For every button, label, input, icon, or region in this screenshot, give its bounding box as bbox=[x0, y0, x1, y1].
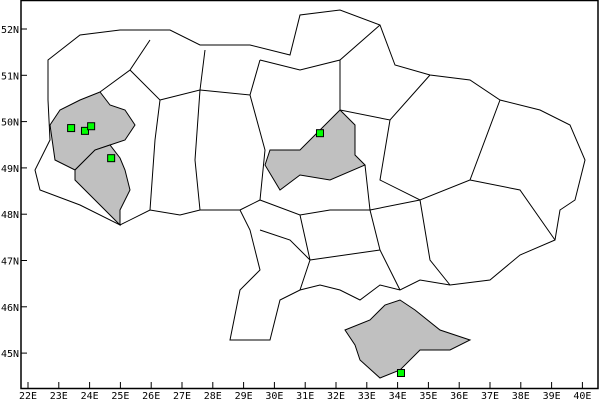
x-tick-label: 34E bbox=[389, 391, 407, 400]
y-tick-label: 52N bbox=[1, 25, 19, 36]
y-tick-label: 51N bbox=[1, 71, 19, 82]
x-tick-label: 35E bbox=[419, 391, 437, 400]
oblast-border bbox=[259, 229, 311, 261]
x-tick-label: 32E bbox=[327, 391, 345, 400]
oblast-border bbox=[419, 199, 451, 286]
x-tick-label: 22E bbox=[19, 391, 37, 400]
x-tick-label: 28E bbox=[204, 391, 222, 400]
x-tick-label: 27E bbox=[173, 391, 191, 400]
occurrence-marker[interactable] bbox=[67, 124, 76, 133]
region-poltava bbox=[264, 109, 366, 191]
oblast-border bbox=[259, 199, 370, 216]
y-tick-label: 47N bbox=[1, 257, 19, 268]
x-tick-label: 23E bbox=[50, 391, 68, 400]
oblast-border bbox=[339, 60, 431, 121]
x-tick-label: 30E bbox=[265, 391, 283, 400]
oblast-border bbox=[129, 69, 161, 211]
y-tick-label: 46N bbox=[1, 303, 19, 314]
oblast-border bbox=[239, 94, 266, 211]
occurrence-marker[interactable] bbox=[87, 122, 96, 131]
y-tick-label: 45N bbox=[1, 349, 19, 360]
x-tick-label: 38E bbox=[512, 391, 530, 400]
x-tick-label: 39E bbox=[543, 391, 561, 400]
y-tick-label: 50N bbox=[1, 118, 19, 129]
occurrence-marker[interactable] bbox=[107, 154, 116, 163]
highlighted-regions bbox=[49, 91, 472, 379]
occurrence-marker[interactable] bbox=[80, 126, 89, 135]
x-tick-label: 40E bbox=[573, 391, 591, 400]
x-tick-label: 24E bbox=[81, 391, 99, 400]
occurrence-marker[interactable] bbox=[315, 129, 324, 138]
map-frame bbox=[20, 0, 599, 390]
y-tick-label: 49N bbox=[1, 164, 19, 175]
x-tick-label: 25E bbox=[111, 391, 129, 400]
x-tick-label: 33E bbox=[358, 391, 376, 400]
oblast-border bbox=[259, 24, 381, 71]
x-tick-label: 26E bbox=[142, 391, 160, 400]
y-tick-label: 48N bbox=[1, 210, 19, 221]
oblast-border bbox=[469, 179, 556, 241]
x-tick-label: 37E bbox=[481, 391, 499, 400]
occurrence-marker[interactable] bbox=[396, 369, 405, 378]
region-crimea bbox=[344, 299, 472, 379]
markers bbox=[67, 122, 405, 378]
oblast-border bbox=[309, 249, 381, 261]
x-tick-label: 36E bbox=[450, 391, 468, 400]
x-tick-label: 31E bbox=[296, 391, 314, 400]
oblast-border bbox=[194, 89, 201, 211]
region-ivano-frankivsk bbox=[74, 144, 131, 227]
x-tick-label: 29E bbox=[235, 391, 253, 400]
